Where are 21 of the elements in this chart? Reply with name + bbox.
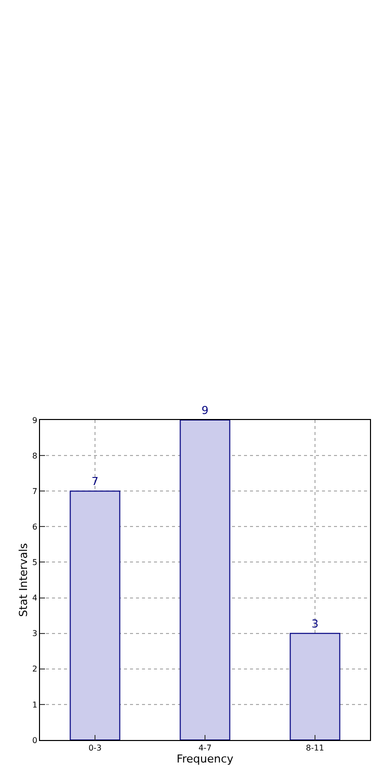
y-tick-label: 5 [32, 558, 38, 568]
bar [70, 490, 120, 740]
y-tick-label: 6 [32, 522, 38, 532]
y-tick-label: 0 [32, 736, 38, 745]
x-tick-label: 0-3 [88, 744, 102, 753]
y-tick-label: 3 [32, 629, 38, 638]
x-tick-label: 4-7 [198, 744, 212, 753]
y-tick-label: 7 [32, 486, 38, 496]
data-label: 7 [92, 475, 98, 488]
y-axis-title: Stat Intervals [16, 542, 30, 617]
y-tick-label: 1 [32, 700, 38, 710]
bar [180, 420, 230, 740]
data-label: 3 [312, 617, 318, 630]
y-tick-label: 9 [32, 416, 38, 425]
x-tick-label: 8-11 [306, 744, 324, 753]
y-tick-label: 4 [32, 594, 38, 603]
y-tick-label: 2 [32, 664, 38, 674]
x-axis-title: Frequency [176, 752, 234, 766]
bar [290, 632, 340, 740]
data-label: 9 [202, 404, 208, 417]
y-tick-label: 8 [32, 451, 38, 460]
